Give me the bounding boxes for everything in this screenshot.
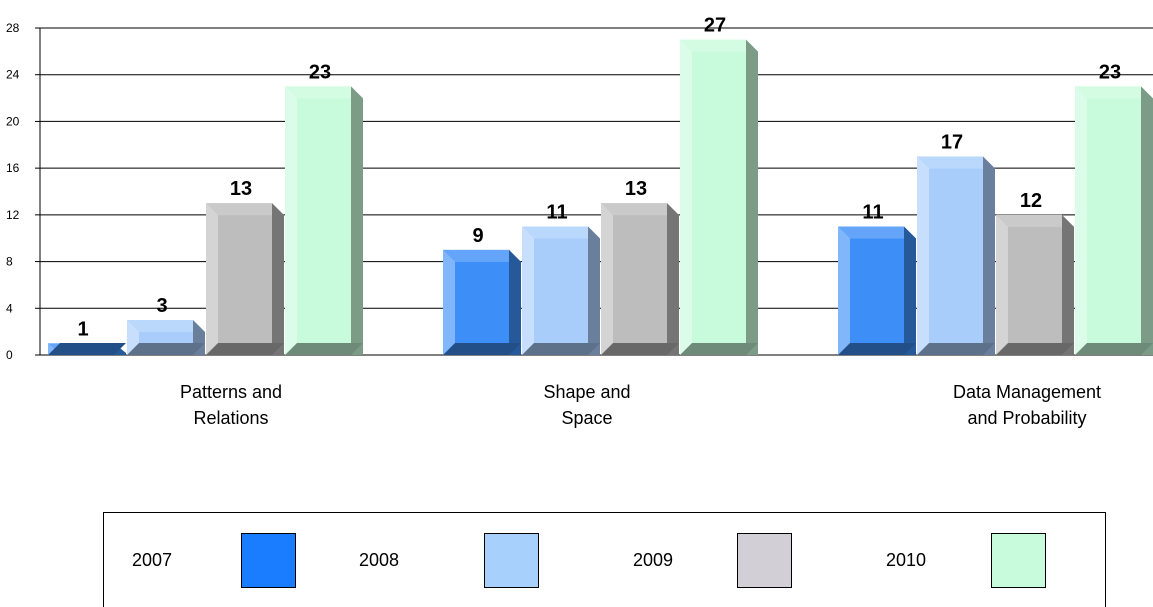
y-tick-label: 0 (6, 348, 13, 362)
bar-top-face (996, 214, 1074, 227)
data-label: 12 (1020, 190, 1042, 212)
bar-top-face (680, 39, 758, 52)
data-label: 3 (156, 295, 167, 317)
bar-floor-face (48, 343, 126, 355)
bar-side-face (1141, 86, 1153, 356)
bar-top-face (838, 226, 916, 239)
y-tick-label: 20 (6, 114, 20, 128)
data-label: 11 (862, 202, 883, 224)
bar-top-face (601, 203, 679, 216)
data-label: 11 (546, 202, 567, 224)
bar-top-face (522, 226, 600, 239)
y-tick-label: 16 (6, 161, 20, 175)
legend-swatch-2010 (991, 533, 1046, 588)
bar-floor-face (996, 343, 1074, 355)
legend-swatch-2008 (484, 533, 539, 588)
bar-floor-face (443, 343, 521, 355)
data-label: 13 (625, 178, 647, 200)
y-tick-label: 8 (6, 255, 13, 269)
x-category-label: Shape and (543, 382, 630, 402)
bar-side-face (746, 39, 758, 356)
bar-floor-face (917, 343, 995, 355)
bar-top-face (1075, 86, 1153, 99)
x-category-label: Space (561, 408, 612, 428)
y-tick-label: 24 (6, 68, 20, 82)
data-label: 17 (941, 131, 963, 153)
data-label: 27 (704, 15, 726, 37)
legend-label-2008: 2008 (359, 550, 400, 570)
bar-side-face (351, 86, 363, 356)
bar-floor-face (601, 343, 679, 355)
legend-swatch-2009 (737, 533, 792, 588)
data-label: 13 (230, 178, 252, 200)
data-label: 9 (472, 225, 483, 247)
bar-side-face (904, 226, 916, 355)
bar-side-face (588, 226, 600, 355)
bar-floor-face (1075, 343, 1153, 355)
y-tick-label: 28 (6, 21, 20, 35)
bar-floor-face (127, 343, 205, 355)
x-category-label: Patterns and (180, 382, 282, 402)
bar-side-face (667, 203, 679, 355)
bar-top-face (127, 319, 205, 332)
bar-side-face (272, 203, 284, 355)
data-label: 23 (309, 61, 331, 83)
bar-top-face (285, 86, 363, 99)
data-label: 23 (1099, 61, 1121, 83)
legend-label-2009: 2009 (633, 550, 674, 570)
legend-label-2007: 2007 (132, 550, 173, 570)
bar-floor-face (838, 343, 916, 355)
x-category-label: and Probability (967, 408, 1086, 428)
y-tick-label: 4 (6, 301, 13, 315)
bar-floor-face (680, 343, 758, 355)
legend-swatch-2007 (241, 533, 296, 588)
data-label: 1 (77, 318, 88, 340)
bar-top-face (206, 203, 284, 216)
x-category-label: Relations (193, 408, 268, 428)
legend: 2007 2008 2009 2010 (103, 512, 1106, 607)
x-category-label: Data Management (953, 382, 1101, 402)
bar-top-face (917, 156, 995, 169)
legend-label-2010: 2010 (886, 550, 927, 570)
bar-floor-face (285, 343, 363, 355)
bar-side-face (983, 156, 995, 355)
bar-side-face (1062, 214, 1074, 355)
bar-side-face (509, 249, 521, 355)
bar-top-face (443, 249, 521, 262)
y-tick-label: 12 (6, 208, 20, 222)
bar-floor-face (522, 343, 600, 355)
bar-floor-face (206, 343, 284, 355)
